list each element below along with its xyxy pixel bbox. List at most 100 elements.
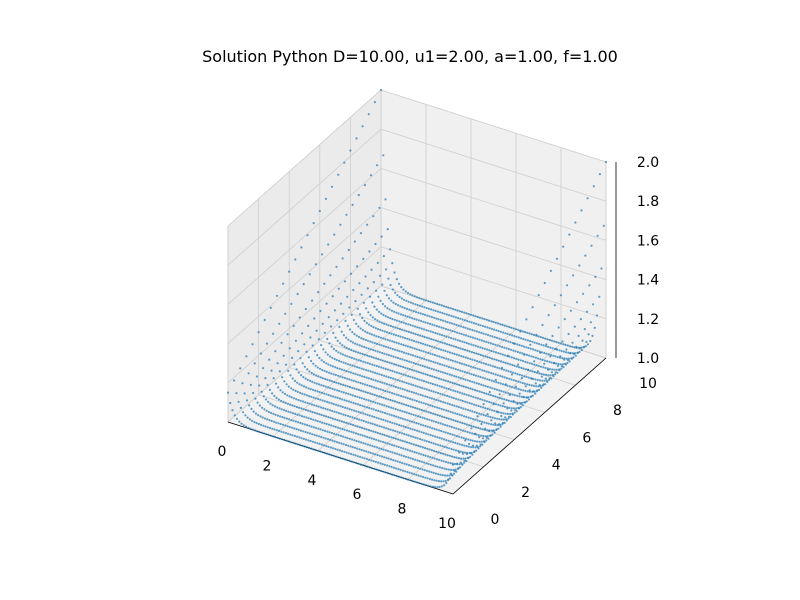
data-point — [328, 379, 331, 382]
data-point — [326, 400, 329, 403]
data-point — [501, 345, 504, 349]
data-point — [349, 363, 352, 366]
data-point — [428, 477, 431, 481]
data-point — [455, 405, 458, 408]
data-point — [381, 440, 385, 444]
data-point — [495, 381, 498, 384]
data-point — [297, 428, 300, 431]
data-point — [370, 324, 373, 328]
data-point — [490, 349, 493, 353]
data-point — [488, 429, 491, 432]
data-point — [414, 436, 417, 439]
data-point — [420, 453, 423, 456]
data-point — [476, 315, 479, 319]
data-point — [421, 342, 425, 345]
data-point — [356, 403, 360, 406]
data-point — [380, 373, 383, 377]
data-point — [354, 454, 357, 457]
data-point — [448, 314, 451, 317]
data-point — [354, 395, 357, 398]
data-point — [365, 307, 368, 310]
data-point — [278, 322, 281, 325]
data-point — [367, 113, 370, 116]
series-row — [373, 101, 602, 355]
data-point — [338, 359, 341, 362]
data-point — [332, 331, 335, 335]
data-point — [485, 370, 488, 373]
data-point — [362, 442, 365, 445]
data-point — [397, 438, 400, 441]
data-point — [306, 378, 309, 381]
data-point — [390, 406, 393, 409]
data-point — [443, 334, 446, 337]
data-point — [416, 437, 419, 440]
data-point — [382, 313, 385, 317]
data-point — [358, 344, 361, 347]
data-point — [369, 340, 372, 343]
data-point — [516, 394, 519, 397]
data-point — [554, 373, 557, 376]
data-point — [334, 418, 337, 421]
data-point — [568, 345, 572, 348]
data-point — [314, 364, 317, 367]
data-point — [459, 428, 462, 431]
data-point — [489, 434, 492, 437]
data-point — [441, 341, 444, 344]
data-point — [414, 310, 418, 314]
data-point — [427, 307, 430, 310]
data-point — [368, 362, 371, 365]
data-point — [327, 363, 330, 366]
data-point — [471, 439, 474, 442]
data-point — [450, 396, 453, 399]
data-point — [408, 441, 411, 445]
data-point — [432, 464, 435, 467]
data-point — [456, 383, 459, 386]
data-point — [462, 326, 465, 329]
data-point — [379, 358, 382, 361]
data-point — [425, 329, 428, 332]
data-point — [288, 270, 291, 273]
z-tick-label: 1.4 — [637, 273, 659, 289]
data-point — [530, 362, 534, 365]
data-point — [358, 426, 361, 429]
data-point — [318, 356, 321, 360]
data-point — [560, 349, 563, 353]
data-point — [432, 368, 435, 371]
data-point — [331, 439, 334, 442]
data-point — [388, 465, 391, 468]
data-point — [356, 425, 359, 428]
data-point — [400, 432, 404, 435]
data-point — [382, 255, 385, 258]
data-point — [454, 308, 457, 311]
data-point — [361, 434, 364, 437]
data-point — [377, 461, 380, 464]
data-point — [464, 326, 467, 329]
data-point — [337, 374, 340, 377]
data-point — [458, 339, 462, 342]
data-point — [444, 327, 447, 331]
data-point — [446, 454, 449, 457]
data-point — [258, 384, 261, 387]
data-point — [416, 333, 419, 336]
data-point — [532, 384, 536, 387]
data-point — [438, 407, 441, 410]
data-point — [298, 316, 301, 319]
data-point — [372, 215, 375, 218]
data-point — [382, 470, 385, 473]
data-point — [280, 430, 283, 433]
data-point — [423, 313, 427, 316]
data-point — [351, 446, 354, 449]
data-point — [575, 345, 578, 348]
data-point — [411, 376, 414, 379]
data-point — [447, 461, 450, 464]
data-point — [455, 375, 458, 378]
data-point — [282, 400, 285, 403]
series-row — [355, 137, 583, 371]
data-point — [421, 386, 424, 390]
data-point — [344, 319, 347, 322]
data-point — [392, 466, 395, 469]
data-point — [460, 384, 463, 387]
data-point — [534, 356, 538, 359]
data-point — [409, 375, 412, 378]
data-point — [343, 450, 346, 453]
